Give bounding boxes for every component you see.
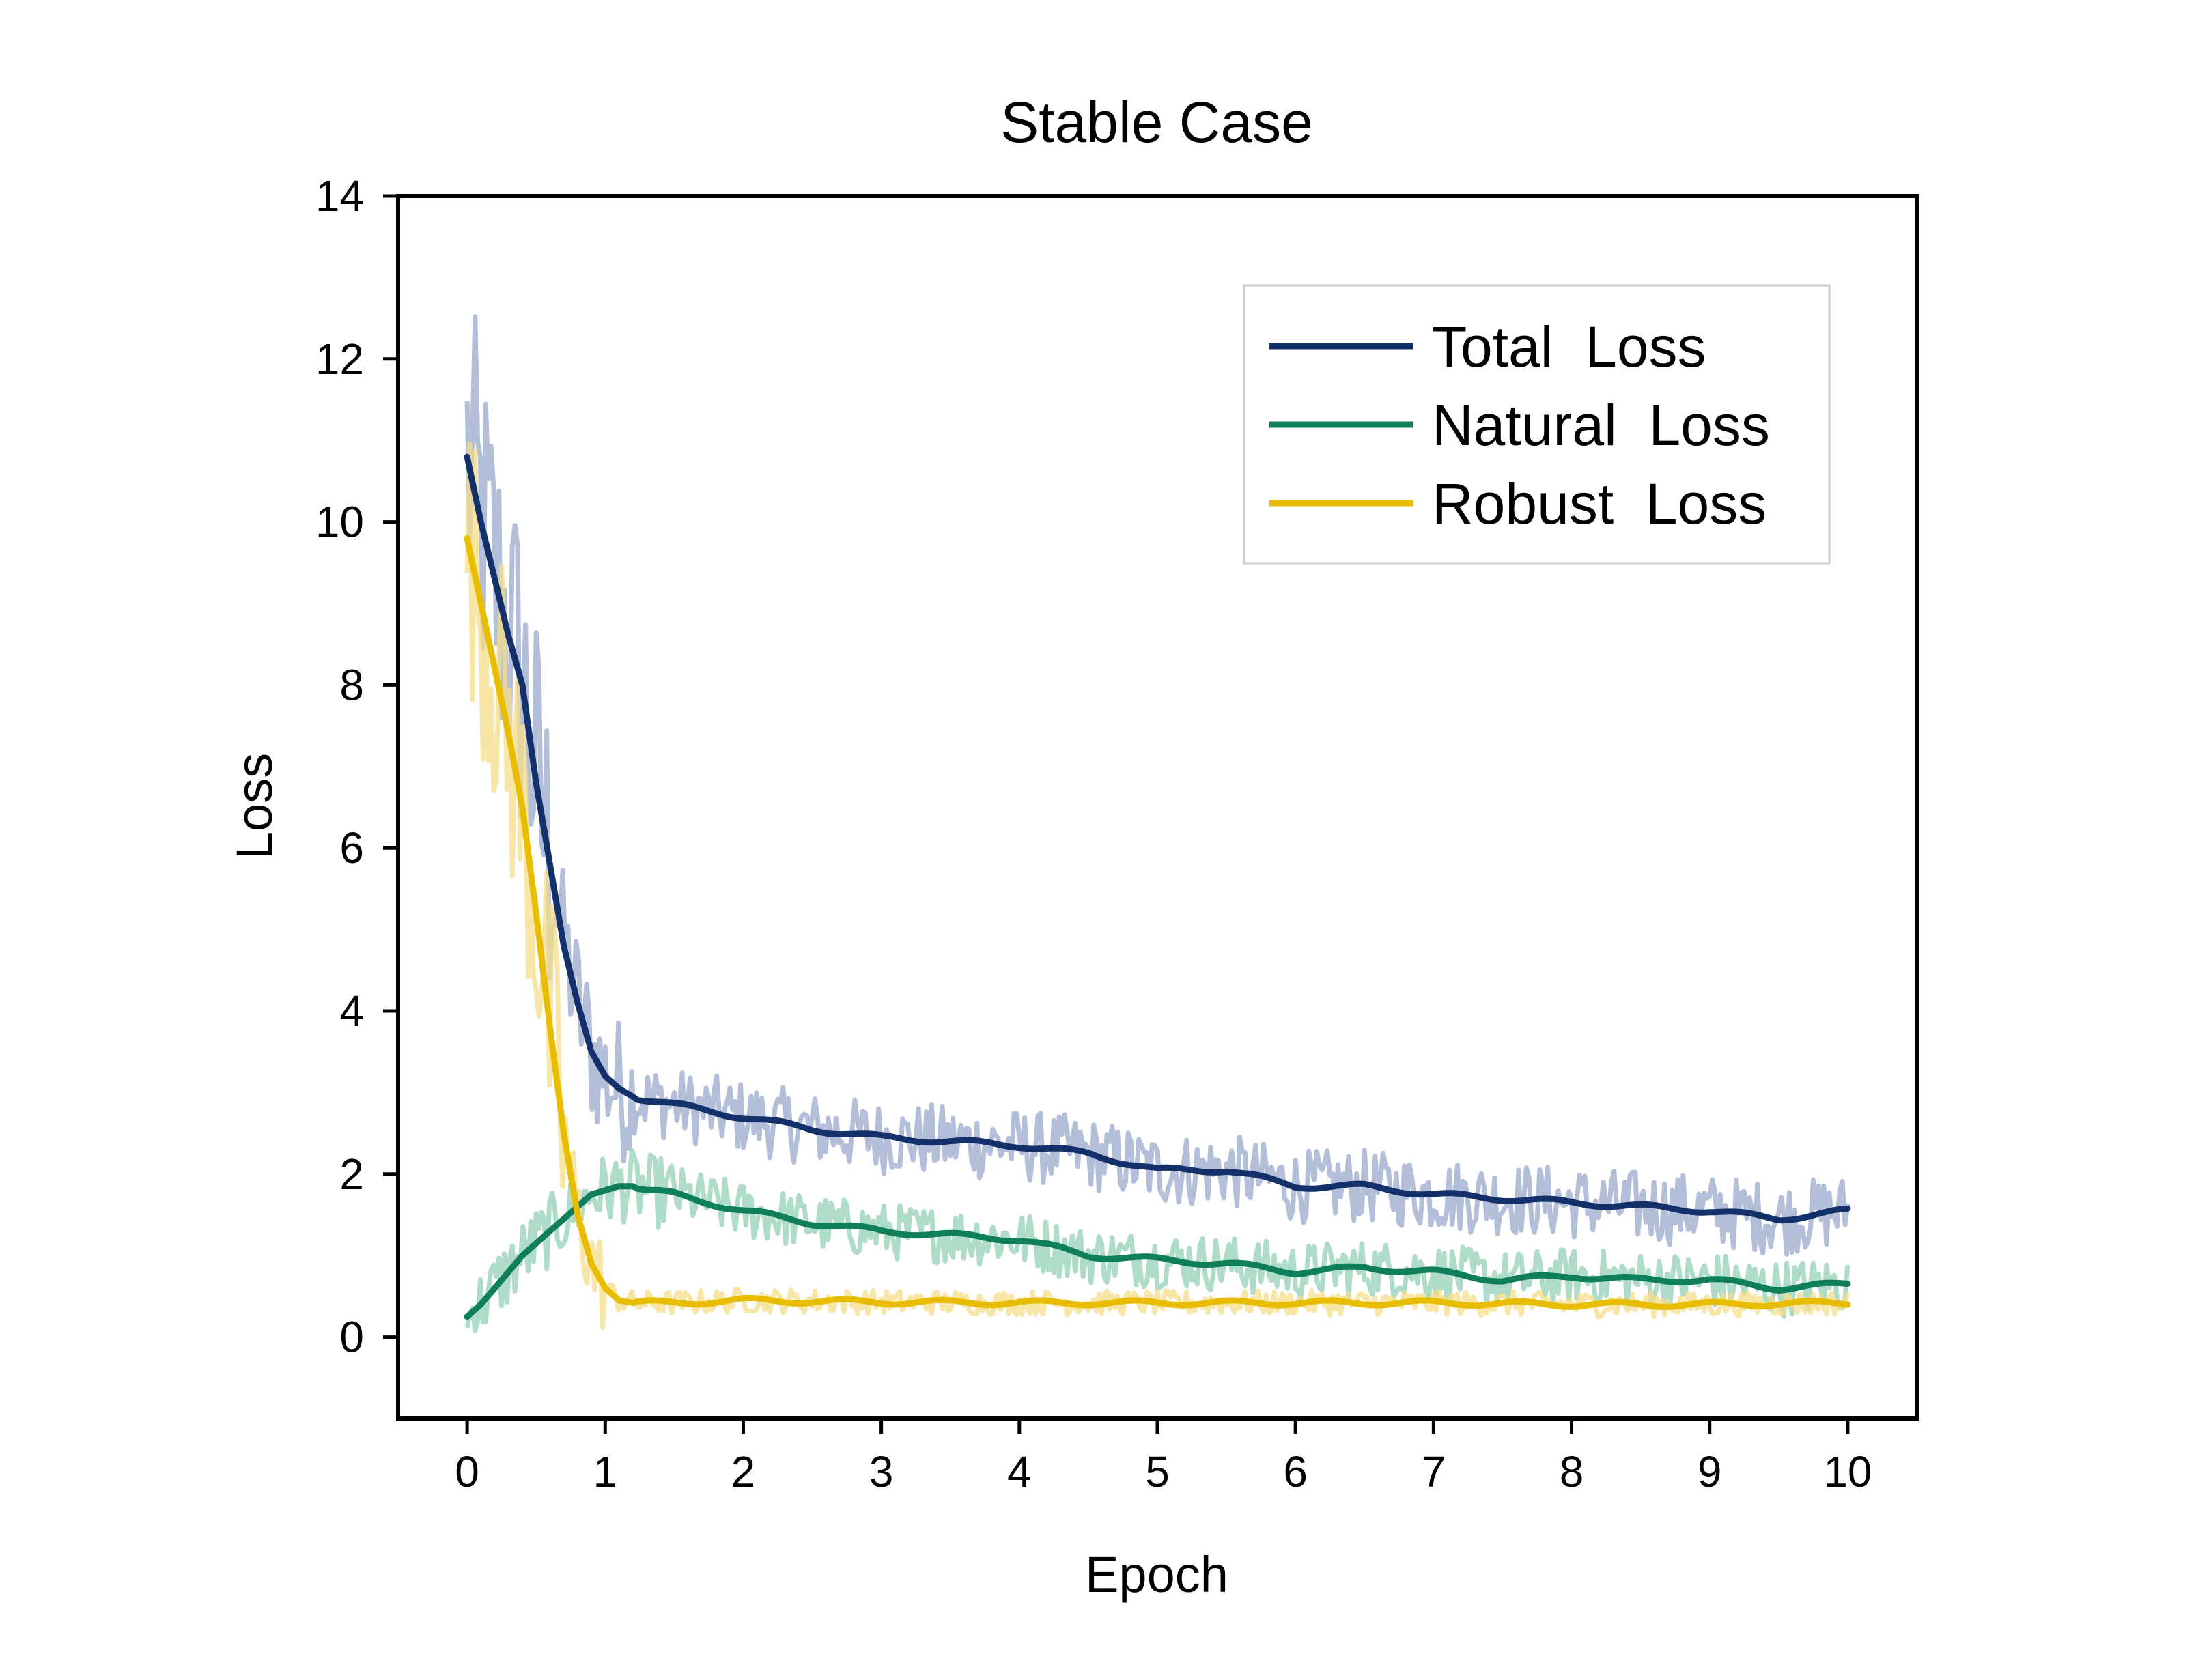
legend: Total Loss Natural Loss Robust Loss [1243,284,1831,565]
smoothed-lines-layer [464,453,1851,1320]
x-axis-title: Epoch [1085,1546,1228,1603]
x-tick-label: 1 [593,1447,617,1496]
legend-label-3: Robust Loss [1432,472,1766,536]
y-tick-label: 10 [315,498,364,547]
y-tick-label: 8 [339,660,364,709]
x-tick-label: 8 [1560,1447,1584,1496]
series-line-3 [464,535,1851,1310]
plot-area [464,314,1851,1333]
y-tick-label: 2 [339,1150,364,1199]
legend-label-2: Natural Loss [1432,393,1770,457]
x-tick-label: 0 [455,1447,479,1496]
x-tick-label: 9 [1698,1447,1722,1496]
x-tick-label: 10 [1823,1447,1872,1496]
y-tick-label: 12 [315,334,364,384]
y-tick-label: 14 [315,171,364,220]
x-tick-label: 7 [1422,1447,1446,1496]
x-tick-label: 6 [1283,1447,1308,1496]
x-axis-ticks: 0 1 2 3 4 5 6 7 8 9 10 [455,1419,1872,1496]
series-line-1 [464,453,1851,1224]
y-axis-title: Loss [226,753,283,859]
x-tick-label: 5 [1145,1447,1170,1496]
raw-line-3 [464,442,1850,1330]
x-tick-label: 4 [1007,1447,1032,1496]
y-tick-label: 4 [339,986,364,1036]
x-tick-label: 3 [869,1447,894,1496]
series-line-2 [464,1183,1851,1320]
chart-title: Stable Case [1000,90,1313,154]
y-tick-label: 6 [339,823,364,872]
x-tick-label: 2 [731,1447,756,1496]
y-axis-ticks: 0 2 4 6 8 10 12 14 [315,171,398,1362]
y-tick-label: 0 [339,1313,364,1362]
legend-label-1: Total Loss [1432,315,1706,379]
